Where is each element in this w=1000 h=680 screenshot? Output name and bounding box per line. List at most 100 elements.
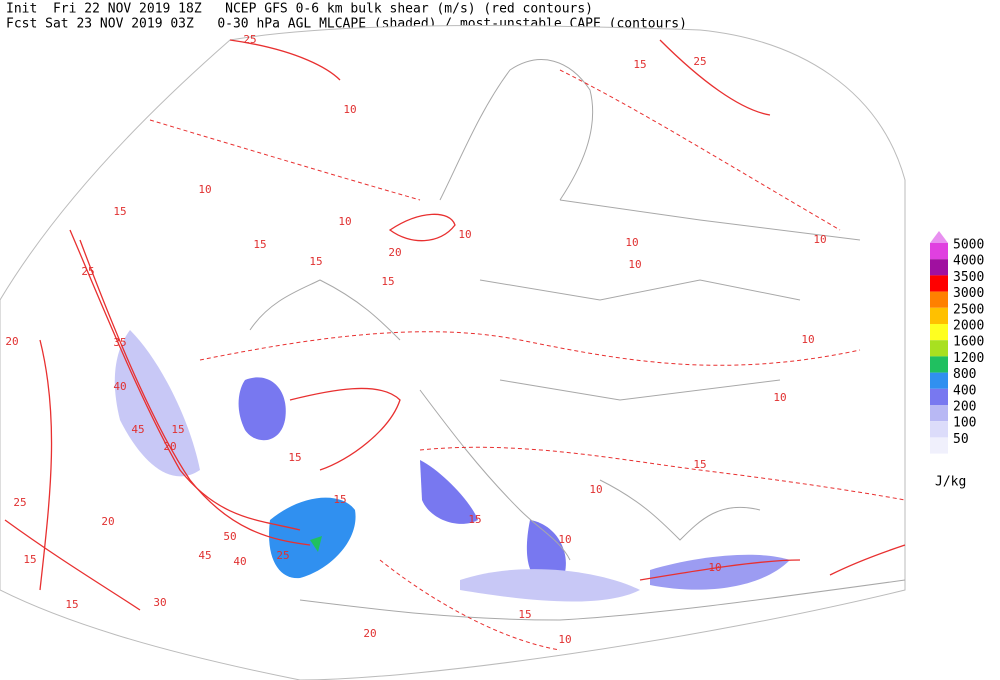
contour-label: 10 bbox=[628, 258, 641, 271]
contour bbox=[4, 339, 141, 611]
contour-label: 25 bbox=[243, 33, 256, 46]
contour-label: 15 bbox=[468, 513, 481, 526]
legend-label: 400 bbox=[953, 383, 976, 398]
contour bbox=[289, 387, 401, 471]
legend-swatch bbox=[930, 340, 948, 357]
contour-label: 45 bbox=[131, 423, 144, 436]
contour-label: 40 bbox=[233, 555, 246, 568]
cape-shading bbox=[114, 330, 790, 602]
contour-label: 40 bbox=[113, 380, 126, 393]
contour-label: 15 bbox=[381, 275, 394, 288]
cape-area bbox=[269, 497, 356, 579]
coastline bbox=[599, 479, 761, 541]
legend-swatch bbox=[930, 259, 948, 276]
coastline bbox=[419, 389, 571, 561]
legend-label: 50 bbox=[953, 432, 969, 447]
legend-swatch bbox=[930, 437, 948, 454]
contour-label: 20 bbox=[388, 246, 401, 259]
legend-swatch bbox=[930, 275, 948, 292]
contour bbox=[639, 544, 906, 581]
contour-labels: 25 10 15 25 10 15 10 20 10 10 10 10 25 15 15 15 20 35 40 45… bbox=[5, 33, 826, 646]
legend-label: 200 bbox=[953, 400, 976, 415]
contour-label: 10 bbox=[198, 183, 211, 196]
contour-label: 10 bbox=[343, 103, 356, 116]
contour-label: 20 bbox=[101, 515, 114, 528]
legend-label: 3500 bbox=[953, 270, 984, 285]
contour-label: 15 bbox=[65, 598, 78, 611]
legend-label: 800 bbox=[953, 367, 976, 382]
legend-label: 1600 bbox=[953, 335, 984, 350]
contour-label: 15 bbox=[633, 58, 646, 71]
legend-swatch bbox=[930, 356, 948, 373]
legend-label: 3000 bbox=[953, 286, 984, 301]
contour bbox=[149, 69, 861, 366]
legend-label: 100 bbox=[953, 416, 976, 431]
legend-swatch bbox=[930, 421, 948, 438]
contour-label: 20 bbox=[163, 440, 176, 453]
contour-label: 15 bbox=[23, 553, 36, 566]
contour-label: 10 bbox=[338, 215, 351, 228]
cape-area bbox=[238, 377, 286, 441]
coastline bbox=[299, 579, 906, 621]
legend-over-triangle bbox=[930, 231, 948, 243]
contour-label: 10 bbox=[773, 391, 786, 404]
contour-label: 10 bbox=[625, 236, 638, 249]
border bbox=[479, 199, 861, 401]
contour-label: 30 bbox=[153, 596, 166, 609]
cape-area bbox=[310, 536, 322, 552]
legend-swatch bbox=[930, 291, 948, 308]
contour bbox=[229, 39, 771, 116]
legend-label: 2000 bbox=[953, 319, 984, 334]
contour-label: 15 bbox=[333, 493, 346, 506]
contour bbox=[379, 446, 906, 651]
contour-label: 25 bbox=[276, 549, 289, 562]
contour-label: 15 bbox=[171, 423, 184, 436]
contour-label: 10 bbox=[458, 228, 471, 241]
coastline bbox=[249, 279, 401, 341]
map-domain bbox=[0, 25, 906, 680]
contour-label: 15 bbox=[288, 451, 301, 464]
coastlines bbox=[249, 59, 906, 621]
contour bbox=[388, 213, 456, 242]
cape-area bbox=[420, 460, 478, 524]
contour-label: 25 bbox=[13, 496, 26, 509]
legend-swatch bbox=[930, 388, 948, 405]
contour-label: 20 bbox=[363, 627, 376, 640]
legend-swatch bbox=[930, 307, 948, 324]
contour-label: 10 bbox=[558, 633, 571, 646]
legend-swatch bbox=[930, 372, 948, 389]
contour-label: 45 bbox=[198, 549, 211, 562]
contour-label: 25 bbox=[693, 55, 706, 68]
cape-area bbox=[114, 330, 200, 477]
shear-contours bbox=[4, 39, 906, 651]
legend-unit: J/kg bbox=[935, 475, 966, 490]
contour-label: 20 bbox=[5, 335, 18, 348]
contour-label: 15 bbox=[693, 458, 706, 471]
legend-label: 1200 bbox=[953, 351, 984, 366]
legend-swatch bbox=[930, 243, 948, 260]
contour-label: 10 bbox=[589, 483, 602, 496]
legend-label: 2500 bbox=[953, 302, 984, 317]
contour-label: 15 bbox=[253, 238, 266, 251]
legend-label: 4000 bbox=[953, 254, 984, 269]
contour-label: 10 bbox=[813, 233, 826, 246]
contour-label: 50 bbox=[223, 530, 236, 543]
legend-swatch bbox=[930, 405, 948, 422]
header-line: Init Fri 22 NOV 2019 18Z NCEP GFS 0-6 km… bbox=[6, 2, 593, 17]
contour-label: 10 bbox=[801, 333, 814, 346]
contour bbox=[79, 239, 311, 546]
legend-swatch bbox=[930, 324, 948, 341]
coastline bbox=[439, 59, 594, 201]
contour-label: 25 bbox=[81, 265, 94, 278]
contour-label: 10 bbox=[558, 533, 571, 546]
contour-label: 15 bbox=[518, 608, 531, 621]
contour-label: 35 bbox=[113, 336, 126, 349]
contour bbox=[69, 229, 301, 531]
legend-label: 5000 bbox=[953, 238, 984, 253]
cape-area bbox=[460, 569, 640, 602]
contour-label: 15 bbox=[113, 205, 126, 218]
map: 25 10 15 25 10 15 10 20 10 10 10 10 25 15 15 15 20 35 40 45… bbox=[0, 25, 906, 680]
contour-label: 10 bbox=[708, 561, 721, 574]
